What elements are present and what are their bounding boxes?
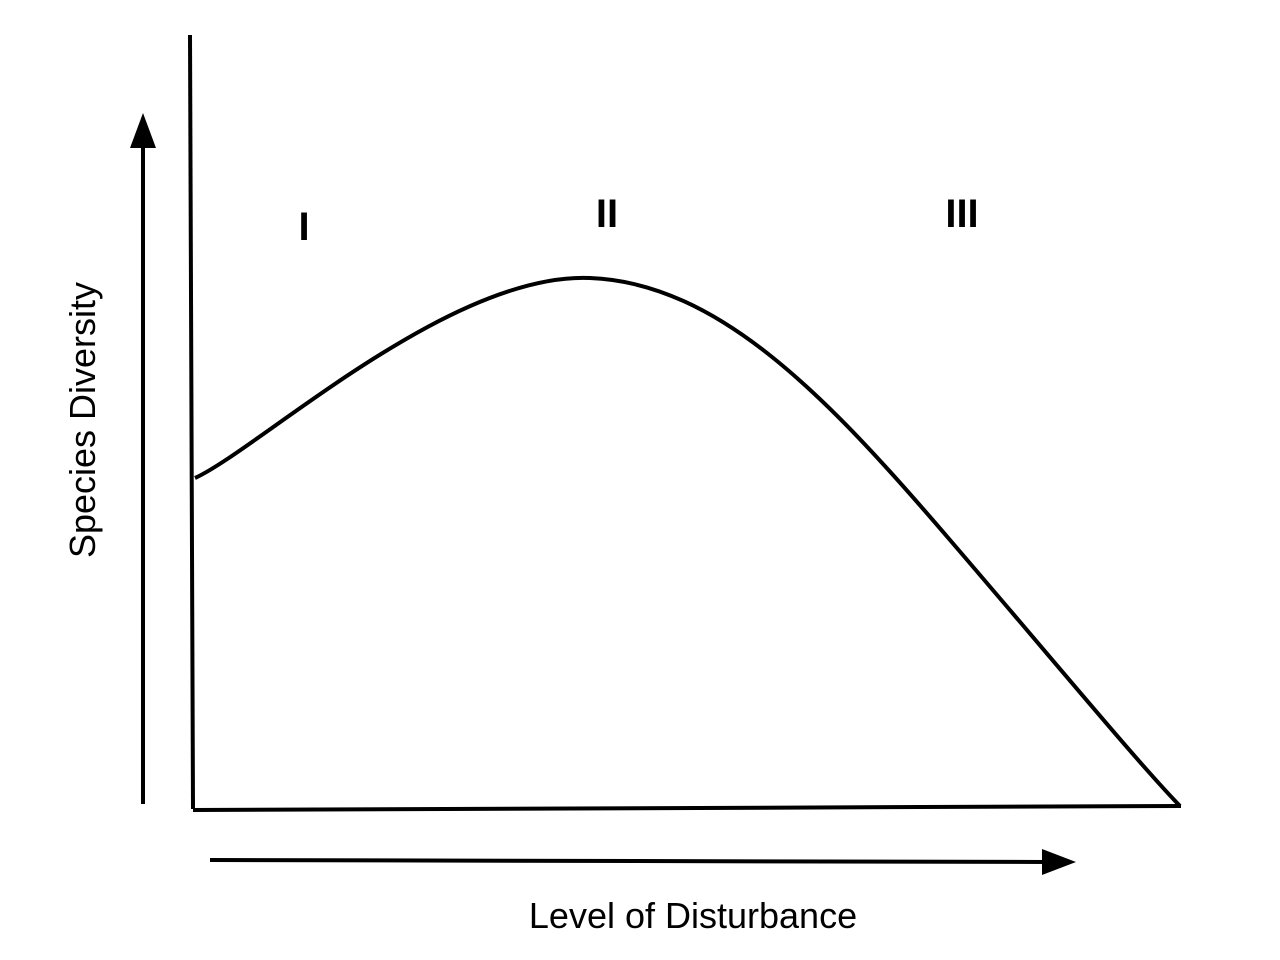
y-axis: [188, 34, 195, 810]
region-label: I: [298, 205, 309, 249]
x-axis: [192, 804, 1182, 812]
y-arrowhead: [130, 113, 156, 148]
x-arrow: [209, 858, 1046, 864]
diversity-curve: [194, 275, 1182, 808]
y-axis-label: Species Diversity: [62, 282, 103, 558]
region-label: III: [945, 192, 978, 236]
x-arrowhead: [1042, 849, 1076, 875]
region-label: II: [596, 192, 618, 236]
x-axis-label: Level of Disturbance: [529, 895, 857, 936]
